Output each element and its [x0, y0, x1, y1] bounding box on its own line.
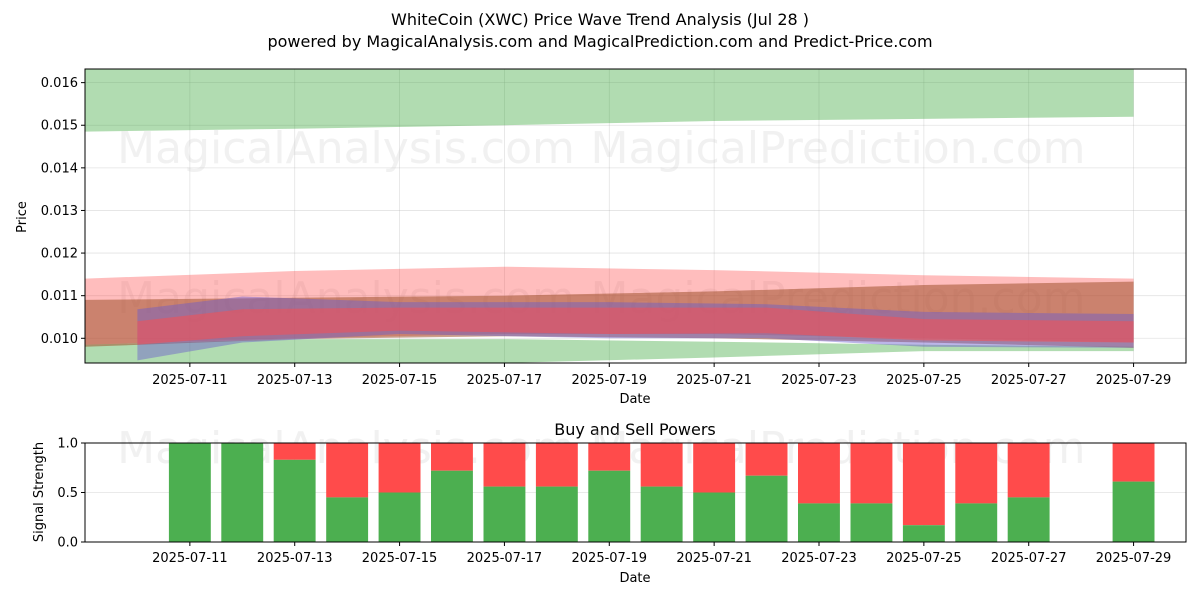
- signal-y-tick-label: 0.5: [57, 486, 78, 501]
- buy-bar: [693, 492, 736, 542]
- signal-x-tick-label: 2025-07-13: [257, 551, 333, 566]
- wave-band-green-2: [85, 339, 1134, 363]
- signal-x-tick-label: 2025-07-11: [152, 551, 228, 566]
- signal-x-ticks: 2025-07-11 2025-07-13 2025-07-15 2025-07-17…: [152, 542, 1171, 566]
- buy-bar: [431, 470, 473, 542]
- sell-bar: [535, 443, 578, 487]
- buy-bar: [378, 492, 421, 542]
- price-x-tick-label: 2025-07-25: [886, 373, 962, 388]
- sell-bar: [1007, 443, 1050, 498]
- signal-x-tick-label: 2025-07-19: [572, 551, 648, 566]
- signal-x-tick-label: 2025-07-17: [467, 551, 543, 566]
- buy-bar: [588, 470, 631, 542]
- price-y-tick-label: 0.016: [41, 76, 78, 91]
- sell-bar: [273, 443, 316, 460]
- signal-axes-frame: [84, 442, 1187, 543]
- sell-bar: [378, 443, 421, 493]
- buy-bar: [640, 486, 683, 542]
- price-x-tick-label: 2025-07-19: [572, 373, 648, 388]
- price-x-tick-label: 2025-07-17: [467, 373, 543, 388]
- price-axes-frame: [84, 68, 1187, 364]
- price-x-tick-label: 2025-07-11: [152, 373, 228, 388]
- buy-bar: [221, 443, 264, 542]
- signal-x-tick-label: 2025-07-27: [991, 551, 1067, 566]
- price-panel: MagicalAnalysis.com MagicalPrediction.co…: [15, 68, 1187, 407]
- sell-bar: [431, 443, 473, 471]
- price-x-tick-label: 2025-07-13: [257, 373, 333, 388]
- price-x-tick-label: 2025-07-23: [781, 373, 857, 388]
- chart-subtitle: powered by MagicalAnalysis.com and Magic…: [267, 32, 932, 51]
- sell-bar: [850, 443, 893, 504]
- price-y-tick-label: 0.012: [41, 247, 78, 262]
- sell-bar: [588, 443, 631, 471]
- price-x-tick-label: 2025-07-29: [1096, 373, 1172, 388]
- chart-title: WhiteCoin (XWC) Price Wave Trend Analysi…: [391, 10, 809, 29]
- sell-bar: [798, 443, 840, 504]
- price-y-tick-label: 0.010: [41, 332, 78, 347]
- sell-bar: [955, 443, 998, 504]
- buy-bar: [1007, 497, 1050, 542]
- price-x-tick-label: 2025-07-27: [991, 373, 1067, 388]
- buy-bar: [483, 486, 526, 542]
- wave-band-green-0: [85, 69, 1134, 132]
- price-x-axis-label: Date: [619, 392, 650, 407]
- sell-bar: [693, 443, 736, 493]
- signal-x-axis-label: Date: [619, 571, 650, 586]
- signal-x-tick-label: 2025-07-25: [886, 551, 962, 566]
- signal-x-tick-label: 2025-07-15: [362, 551, 438, 566]
- price-y-tick-label: 0.015: [41, 119, 78, 134]
- signal-x-tick-label: 2025-07-29: [1096, 551, 1172, 566]
- price-x-tick-label: 2025-07-21: [676, 373, 752, 388]
- watermark-analysis-top: MagicalAnalysis.com: [117, 123, 575, 174]
- buy-bar: [850, 503, 893, 542]
- buy-bar: [745, 475, 788, 542]
- signal-panel-title: Buy and Sell Powers: [554, 420, 716, 439]
- signal-x-tick-label: 2025-07-23: [781, 551, 857, 566]
- signal-y-tick-label: 0.0: [57, 536, 78, 551]
- signal-panel: Buy and Sell Powers MagicalAnalysis.com …: [32, 420, 1187, 586]
- price-y-tick-label: 0.011: [41, 289, 78, 304]
- signal-bars: [168, 443, 1155, 542]
- price-bands: [85, 69, 1134, 363]
- sell-bar: [640, 443, 683, 487]
- buy-bar: [1112, 481, 1155, 542]
- buy-bar: [798, 503, 840, 542]
- signal-x-tick-label: 2025-07-21: [676, 551, 752, 566]
- sell-bar: [745, 443, 788, 476]
- signal-y-tick-label: 1.0: [57, 437, 78, 452]
- buy-bar: [168, 443, 211, 542]
- price-x-tick-label: 2025-07-15: [362, 373, 438, 388]
- price-x-ticks: 2025-07-11 2025-07-13 2025-07-15 2025-07-17…: [152, 363, 1171, 388]
- buy-bar: [535, 486, 578, 542]
- buy-bar: [955, 503, 998, 542]
- wave-band-red-5: [137, 307, 1134, 345]
- watermark-prediction-top: MagicalPrediction.com: [591, 123, 1086, 174]
- sell-bar: [326, 443, 369, 498]
- price-y-axis-label: Price: [15, 201, 30, 233]
- buy-bar: [902, 525, 945, 542]
- sell-bar: [902, 443, 945, 526]
- signal-y-ticks: 0.0 0.5 1.0: [57, 437, 85, 551]
- buy-bar: [273, 459, 316, 542]
- price-y-ticks: 0.010 0.011 0.012 0.013 0.014 0.015 0.016: [41, 76, 85, 347]
- sell-bar: [483, 443, 526, 487]
- price-y-tick-label: 0.014: [41, 161, 78, 176]
- buy-bar: [326, 497, 369, 542]
- signal-y-axis-label: Signal Strength: [32, 442, 47, 542]
- price-y-tick-label: 0.013: [41, 204, 78, 219]
- sell-bar: [1112, 443, 1155, 482]
